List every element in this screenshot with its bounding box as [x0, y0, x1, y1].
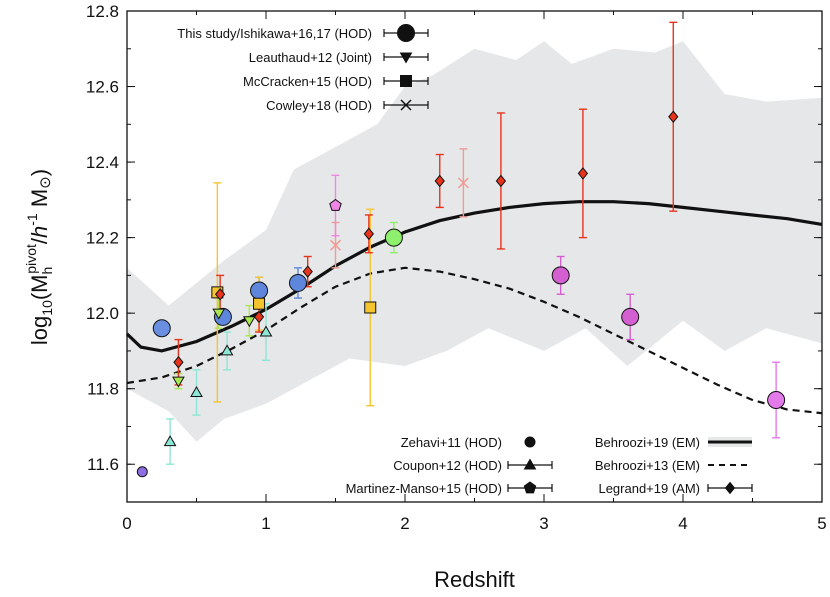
this-study-ishikawa-16-17-hod-point-4	[384, 228, 403, 247]
leauthaud-12-joint-point-0	[172, 376, 185, 388]
legend-top-symbol-2	[383, 75, 429, 87]
legend-top-symbol-3	[383, 99, 429, 111]
behroozi-19-em-line	[125, 200, 823, 353]
y-title-sup-pivot: pivot	[23, 244, 39, 274]
martinez-manso-15-hod-point-0	[329, 198, 342, 211]
scatter-band-layer	[127, 41, 822, 442]
coupon-12-hod-point-2	[220, 344, 234, 356]
this-study-ishikawa-16-17-hod-point-0	[152, 319, 171, 338]
svg-text:log10(Mhpivot/h-1 M⊙): log10(Mhpivot/h-1 M⊙)	[23, 169, 55, 345]
legend-bottom-right-symbol-2-marker	[724, 481, 736, 495]
x-tick-label-3: 3	[539, 514, 548, 533]
legend-bottom-left-symbol-1	[507, 458, 553, 470]
legend-bottom-left-label-0: Zehavi+11 (HOD)	[401, 435, 502, 450]
x-tick-label-0: 0	[122, 514, 131, 533]
legend-top-label-1: Leauthaud+12 (Joint)	[249, 50, 372, 65]
y-axis-title: log10(Mhpivot/h-1 M⊙)	[23, 169, 55, 345]
legrand-19-am-point-5	[434, 174, 445, 188]
axis-ticks-layer: 0 1 2 3 4 5 11.6 11.8 12.0 12.2 12.4 12.6 12.8	[86, 2, 827, 533]
legrand-19-am-point-7	[577, 167, 589, 180]
leauthaud-12-joint-point-2	[242, 316, 256, 328]
y-tick-label-2: 12.0	[86, 304, 119, 323]
x-tick-label-4: 4	[678, 514, 687, 533]
behroozi-13-em-line	[126, 266, 823, 415]
cowley-18-hod-point-1	[457, 177, 469, 189]
model-lines-layer	[125, 200, 823, 415]
legend-bottom-right-label-1: Behroozi+13 (EM)	[595, 458, 700, 473]
legend-top-symbol-0-marker	[397, 24, 415, 42]
y-title-sub-h: h	[39, 267, 55, 275]
legend-bottom-left-label-1: Coupon+12 (HOD)	[393, 458, 502, 473]
legrand-19-am-point-1	[214, 287, 226, 301]
coupon-12-hod-point-0	[163, 435, 177, 447]
data-markers-layer	[136, 110, 786, 478]
legend-bottom-left-label-2: Martinez-Manso+15 (HOD)	[346, 481, 502, 496]
legrand-19-am-point-4	[363, 227, 375, 241]
legend-bottom-left-symbol-2	[507, 481, 553, 494]
legend-bottom-left-symbol-0	[524, 436, 536, 448]
legend-bottom-right-symbol-0	[708, 437, 752, 447]
legrand-19-am-point-0	[173, 355, 184, 369]
legrand-19-am-point-2	[253, 310, 265, 324]
y-title-sub10: 10	[39, 300, 55, 316]
coupon-12-hod-point-3	[259, 325, 273, 337]
x-axis-title: Redshift	[434, 567, 515, 592]
legrand-19-am-point-8	[668, 110, 679, 124]
y-tick-label-6: 12.8	[86, 2, 119, 21]
y-title-sun-symbol: ⊙	[37, 176, 54, 189]
legend-top-symbol-2-marker	[400, 75, 412, 87]
x-tick-label-5: 5	[817, 514, 826, 533]
legend-bottom-left-symbol-2-marker	[523, 481, 537, 494]
y-tick-label-0: 11.6	[87, 455, 119, 474]
y-title-paren-open: (M	[27, 274, 52, 300]
this-study-ishikawa-16-17-hod-point-7	[767, 391, 786, 410]
y-title-h: h	[27, 226, 52, 238]
legend-bottom-right-symbol-2	[707, 481, 753, 495]
y-title-slash: /	[27, 237, 52, 244]
y-tick-label-5: 12.6	[86, 78, 119, 97]
this-study-ishikawa-16-17-hod-point-6	[621, 307, 640, 326]
coupon-12-hod-point-1	[190, 385, 203, 397]
mccracken-15-hod-point-1	[253, 297, 266, 310]
legend-bottom-right-label-2: Legrand+19 (AM)	[598, 481, 700, 496]
leauthaud-12-joint-point-1	[212, 308, 226, 320]
legend-bottom-left-symbol-1-marker	[523, 458, 537, 470]
legrand-19-am-point-3	[302, 265, 313, 278]
legend-bottom-right-label-0: Behroozi+19 (EM)	[595, 435, 700, 450]
this-study-ishikawa-16-17-hod-point-3	[288, 273, 307, 292]
y-title-paren-close: )	[27, 169, 52, 176]
cowley-18-hod-point-0	[329, 239, 342, 251]
this-study-ishikawa-16-17-hod-point-8	[136, 466, 148, 478]
x-tick-label-1: 1	[261, 514, 270, 533]
mccracken-15-hod-point-2	[364, 301, 377, 314]
legend-top-label-0: This study/Ishikawa+16,17 (HOD)	[177, 26, 372, 41]
x-tick-label-2: 2	[400, 514, 409, 533]
legrand-19-am-point-6	[495, 174, 507, 188]
y-tick-label-1: 11.8	[87, 380, 119, 399]
legend: This study/Ishikawa+16,17 (HOD) Leauthaud…	[177, 24, 753, 496]
legend-top-label-3: Cowley+18 (HOD)	[266, 98, 372, 113]
y-title-log: log	[27, 316, 52, 345]
legend-top-symbol-1	[383, 52, 429, 64]
legend-top-symbol-0	[383, 24, 429, 42]
y-tick-label-3: 12.2	[86, 229, 119, 248]
legend-bottom-left-symbol-0-marker	[524, 436, 536, 448]
legend-top-label-2: McCracken+15 (HOD)	[243, 74, 372, 89]
this-study-ishikawa-16-17-hod-point-5	[551, 266, 570, 285]
this-study-ishikawa-16-17-hod-point-2	[250, 281, 269, 300]
y-title-sup-minus1: -1	[24, 213, 40, 226]
legend-top-symbol-3-marker	[400, 99, 412, 111]
y-title-msun: M	[27, 189, 52, 213]
y-tick-label-4: 12.4	[86, 153, 119, 172]
behroozi19-scatter-band	[127, 41, 822, 442]
legend-top-symbol-1-marker	[399, 52, 413, 64]
